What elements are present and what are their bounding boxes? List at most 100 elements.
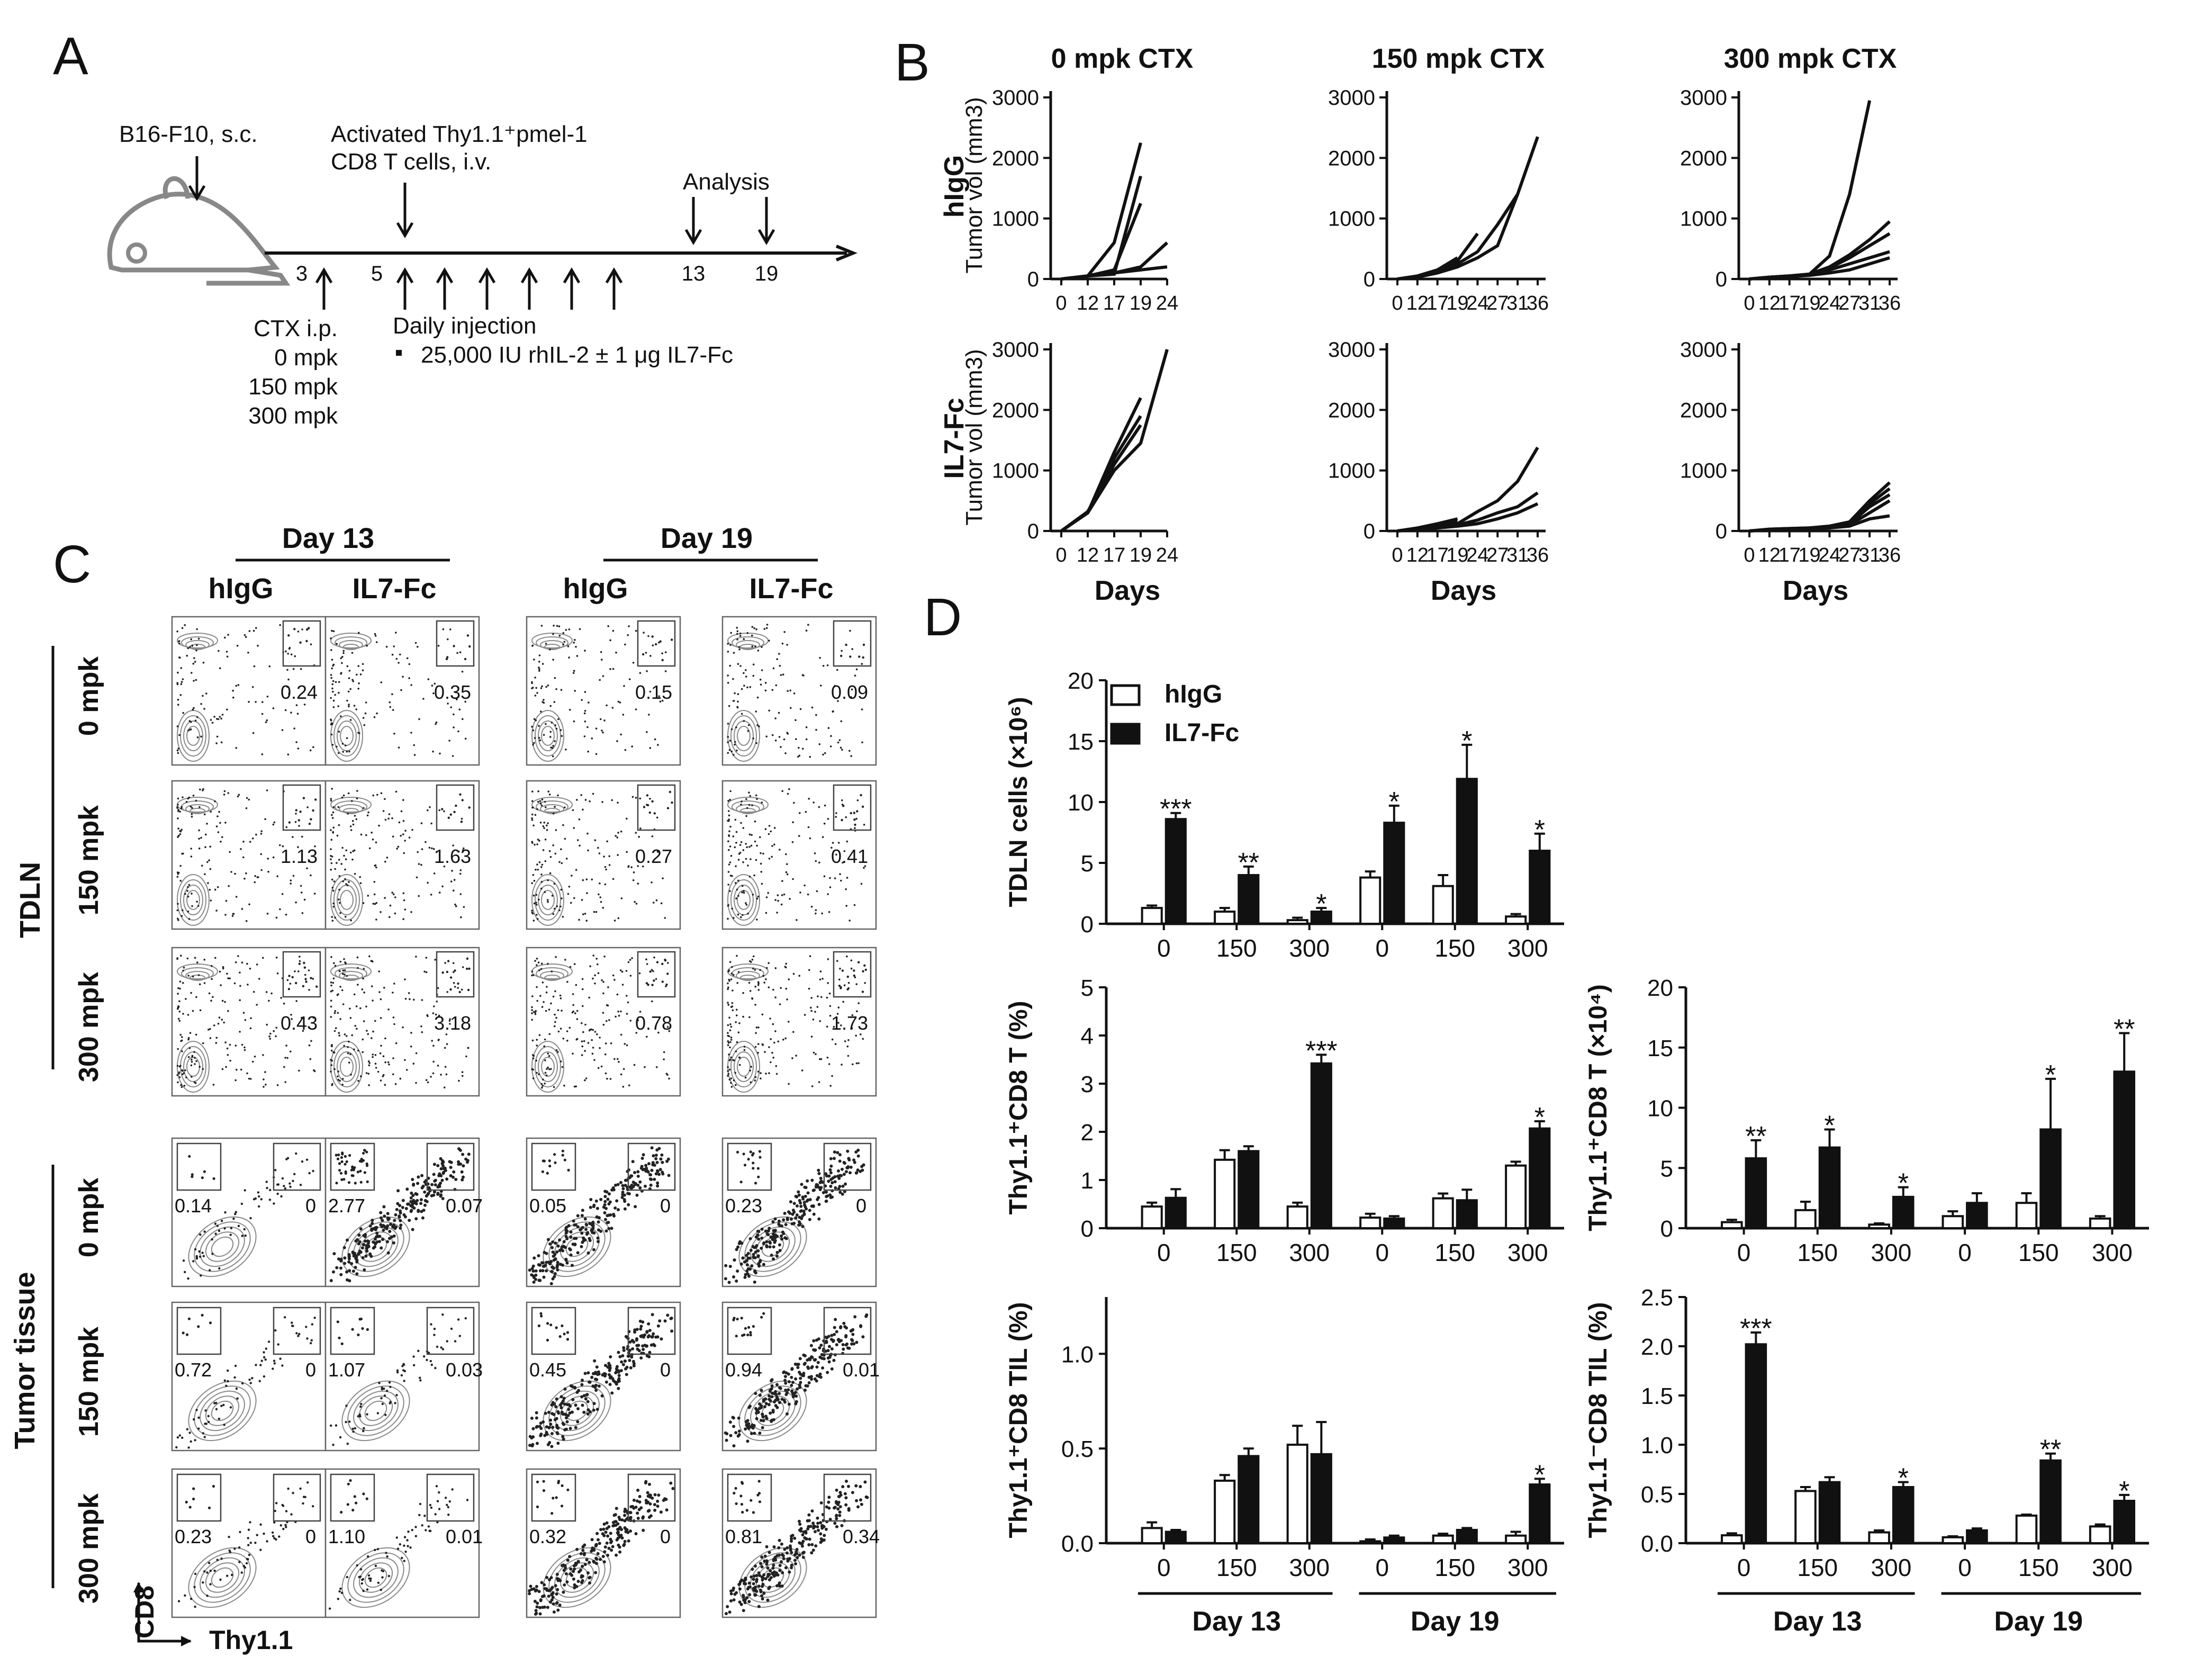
event-dot [580,1581,583,1584]
event-dot [834,685,836,687]
event-dot [820,1356,824,1360]
event-dot [663,1051,665,1053]
event-dot [425,1194,428,1198]
tdln-plot: 1.63 [324,780,480,930]
event-dot [194,1063,196,1065]
event-dot [620,1528,624,1532]
event-dot [549,705,552,707]
event-dot [573,1586,576,1590]
event-dot [608,1366,612,1370]
event-dot [765,1417,769,1420]
event-dot [399,1219,402,1222]
event-dot [575,869,577,871]
event-dot [572,1004,574,1006]
event-dot [855,817,857,820]
event-dot [435,1013,437,1016]
event-dot [737,663,739,665]
event-dot [579,844,581,847]
event-dot [566,980,568,983]
event-dot [806,1384,809,1388]
gate-dot [192,1487,195,1490]
event-dot [350,1074,352,1076]
event-dot [362,1578,365,1581]
event-dot [389,1385,392,1388]
event-dot [380,1216,383,1220]
event-dot [739,632,742,635]
gate-box-right [273,1473,321,1522]
event-dot [542,1594,546,1598]
event-dot [729,798,731,801]
event-dot [434,959,436,961]
event-dot [561,1010,563,1012]
event-dot [191,905,193,907]
plot-frame [721,947,877,1097]
event-dot [227,634,229,636]
event-dot [613,1206,617,1210]
event-dot [735,865,737,867]
event-dot [365,1249,369,1253]
event-dot [395,632,397,634]
event-dot [213,1569,216,1572]
event-dot [204,813,206,816]
event-dot [454,903,456,906]
event-dot [258,978,260,980]
event-dot [762,1573,766,1577]
event-dot [765,735,768,737]
event-dot [194,661,196,663]
event-dot [728,863,730,866]
event-dot [362,717,365,719]
event-dot [642,1153,645,1157]
event-dot [737,1031,740,1033]
gate-box-left [330,1142,375,1191]
event-dot [575,1391,579,1394]
event-dot [655,978,657,980]
event-dot [362,1430,365,1433]
gate-dot [862,656,865,659]
event-dot [285,1526,287,1528]
event-dot [582,879,584,881]
gate-dot [461,799,464,802]
event-dot [664,917,666,919]
y-tick-label: 3000 [992,86,1039,110]
event-dot [313,1070,316,1073]
event-dot [826,1371,829,1374]
event-dot [561,735,563,737]
event-dot [245,920,248,922]
event-dot [392,1057,394,1059]
event-dot [417,851,419,853]
event-dot [432,692,435,695]
event-dot [760,1246,763,1250]
gate-dot [656,961,659,963]
event-dot [545,1433,549,1436]
event-dot [333,1068,336,1070]
event-dot [842,1321,846,1325]
event-dot [636,1517,640,1520]
event-dot [384,798,386,800]
event-dot [269,1032,272,1035]
gate-dot [671,801,673,804]
event-dot [254,881,256,884]
event-dot [562,1590,565,1594]
event-dot [556,1260,559,1264]
event-dot [281,893,284,895]
event-dot [656,1169,659,1173]
event-dot [749,1069,751,1071]
event-dot [342,794,345,797]
event-dot [189,1440,192,1443]
event-dot [620,1073,622,1076]
event-dot [404,978,406,980]
x-tick-label: 36 [1879,544,1901,566]
event-dot [353,993,356,996]
event-dot [788,978,790,980]
event-dot [187,911,189,913]
event-dot [617,917,620,920]
event-dot [292,875,295,877]
event-dot [572,1219,575,1223]
event-dot [228,1536,230,1538]
event-dot [230,871,232,873]
event-dot [754,1250,757,1254]
event-dot [743,1275,747,1279]
event-dot [749,686,752,688]
event-dot [857,1002,860,1004]
event-dot [594,1389,598,1392]
